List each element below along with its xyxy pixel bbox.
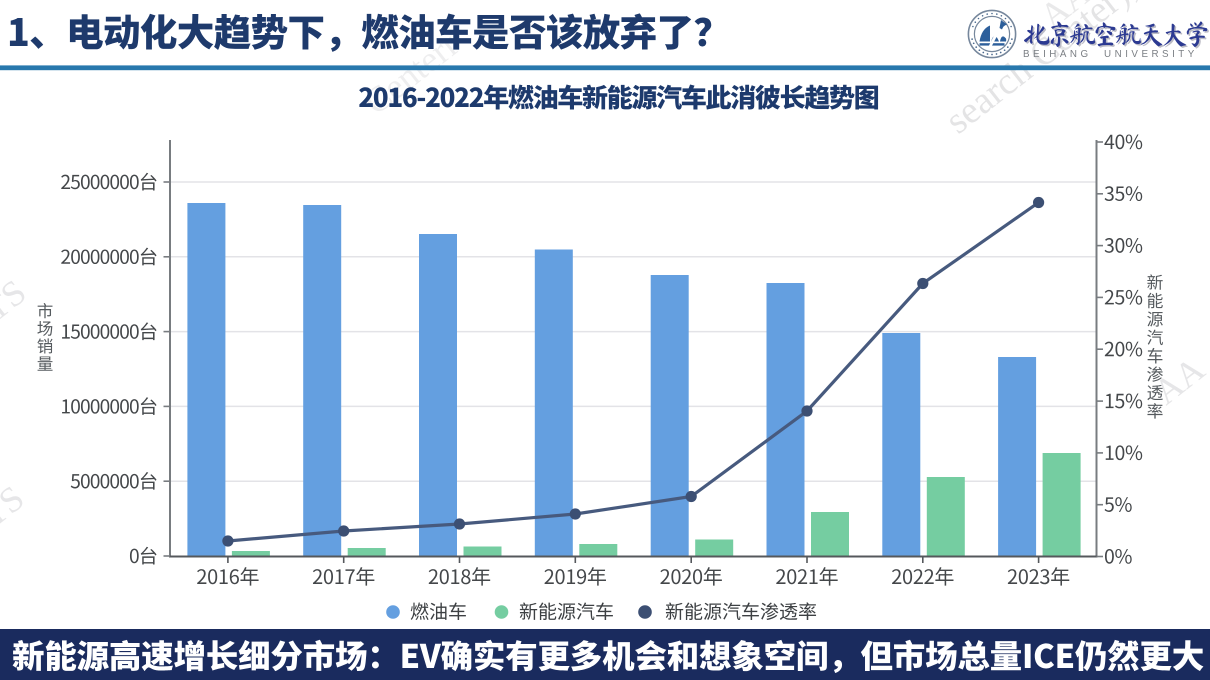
svg-text:BEIHANG UNIVERSITY: BEIHANG UNIVERSITY (1023, 49, 1198, 60)
